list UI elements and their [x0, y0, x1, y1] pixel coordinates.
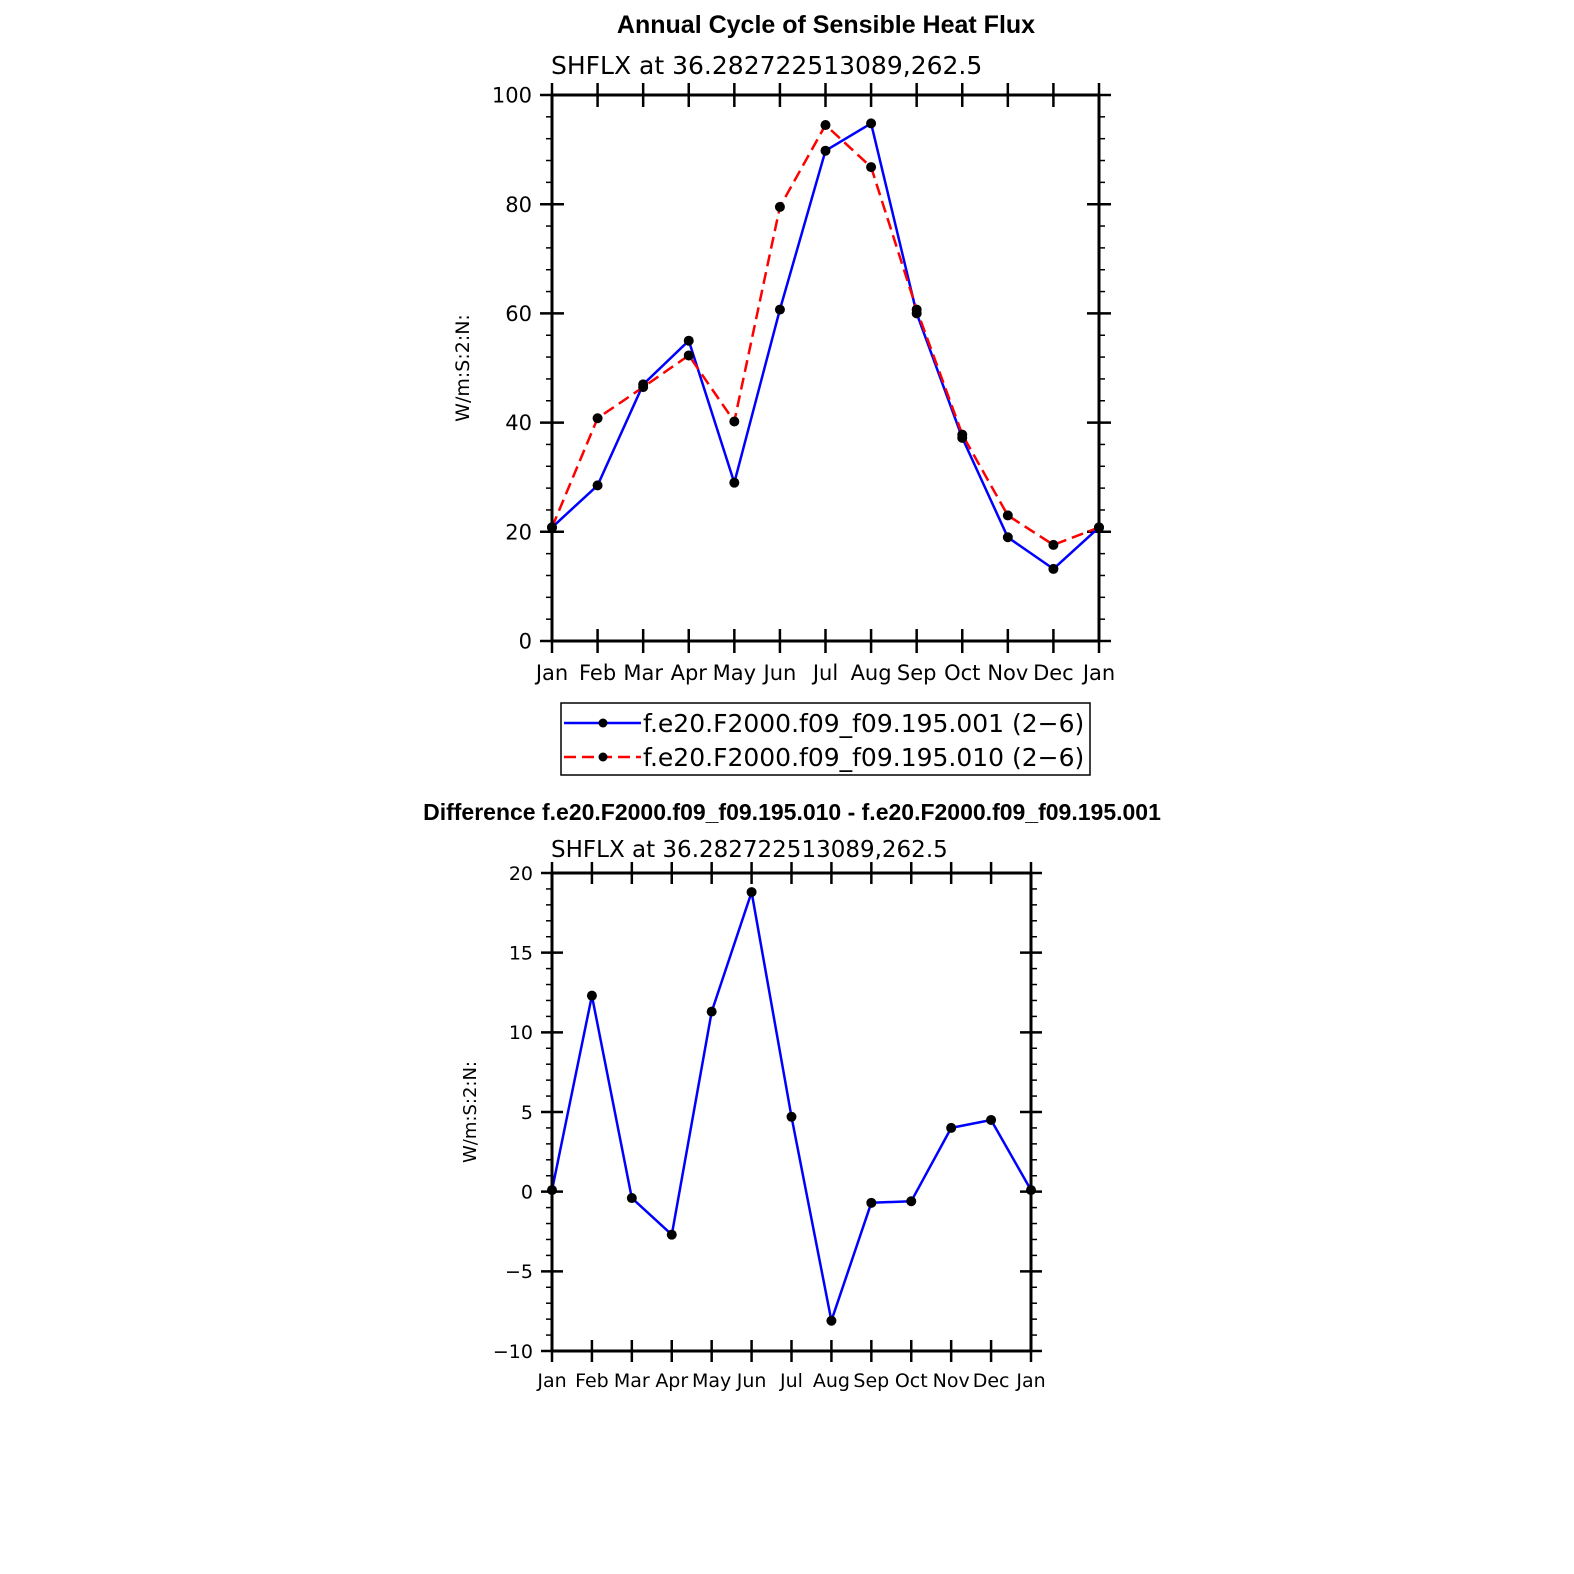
chart1-ytick-label: 60 — [505, 302, 532, 326]
chart2-xtick-label: Mar — [614, 1370, 650, 1392]
chart2-xtick-label: Dec — [973, 1370, 1010, 1392]
chart1-xtick-label: Nov — [987, 661, 1028, 685]
chart1-series-line-1 — [551, 122, 1100, 571]
chart2-ytick-label: 10 — [509, 1022, 533, 1044]
chart1-series-1-point — [820, 145, 831, 156]
chart1-series-2-point — [729, 416, 740, 427]
chart2-xtick-label: Oct — [895, 1370, 928, 1392]
chart2-xtick-label: Nov — [933, 1370, 970, 1392]
chart1-series-1-point — [866, 118, 877, 129]
chart1-xtick-label: Dec — [1033, 661, 1074, 685]
chart1-ytick-label: 20 — [505, 520, 532, 544]
chart1-xtick-label: Aug — [851, 661, 892, 685]
chart2-xtick-label: Sep — [853, 1370, 889, 1392]
chart2-ytick-label: −5 — [505, 1261, 533, 1283]
chart1-series-1-point — [1048, 563, 1059, 574]
chart1-subtitle: SHFLX at 36.282722513089,262.5 — [551, 51, 982, 80]
chart2-xtick-label: Jun — [736, 1370, 767, 1392]
chart2-xtick-label: Feb — [575, 1370, 609, 1392]
chart1-series-1-point — [592, 480, 603, 491]
chart2-series-1-point — [786, 1111, 797, 1122]
chart1-series-2-point — [1002, 510, 1013, 521]
chart-annual-cycle: Annual Cycle of Sensible Heat Flux SHFLX… — [452, 11, 1115, 776]
legend-label-series-2: f.e20.F2000.f09_f09.195.010 (2−6) — [643, 743, 1084, 772]
chart2-series-1-point — [906, 1196, 917, 1207]
chart1-series-2-point — [820, 120, 831, 131]
chart2-series-1-point — [946, 1122, 957, 1133]
chart1-series-2-point — [957, 429, 968, 440]
chart2-series-1-point — [666, 1229, 677, 1240]
chart1-title: Annual Cycle of Sensible Heat Flux — [617, 11, 1035, 39]
chart1-series-2-point — [638, 382, 649, 393]
chart2-series-1-point — [706, 1006, 717, 1017]
chart2-plot-frame — [550, 871, 1033, 1353]
legend-marker-series-1 — [598, 718, 608, 728]
chart2-ytick-label: 15 — [509, 943, 533, 965]
legend-box — [560, 702, 1091, 776]
chart2-series-line-1 — [550, 890, 1033, 1322]
chart1-xtick-label: Jul — [811, 661, 838, 685]
chart2-subtitle: SHFLX at 36.282722513089,262.5 — [551, 837, 948, 863]
legend-label-series-1: f.e20.F2000.f09_f09.195.001 (2−6) — [643, 709, 1084, 738]
chart1-series-1-point — [1002, 532, 1013, 543]
chart2-series-1-point — [986, 1114, 997, 1125]
chart1-plot-frame — [550, 93, 1101, 643]
chart1-series-2-point — [1048, 539, 1059, 550]
chart2-xtick-label: May — [692, 1370, 731, 1392]
chart1-series-1-point — [729, 477, 740, 488]
chart1-xtick-label: Jan — [1081, 661, 1115, 685]
chart1-legend: f.e20.F2000.f09_f09.195.001 (2−6) f.e20.… — [560, 702, 1091, 776]
chart2-xtick-label: Apr — [655, 1370, 688, 1392]
legend-marker-series-2 — [598, 752, 608, 762]
chart2-xtick-label: Jan — [536, 1370, 566, 1392]
chart2-ytick-label: 5 — [521, 1102, 533, 1124]
chart1-series-2-point — [774, 201, 785, 212]
chart1-ytick-label: 40 — [505, 411, 532, 435]
chart1-series-1-point — [683, 335, 694, 346]
chart2-series-1-point — [626, 1193, 637, 1204]
chart1-series-line-2 — [550, 123, 1100, 547]
chart1-series-2-point — [592, 413, 603, 424]
chart2-series-1-point — [866, 1197, 877, 1208]
chart1-xtick-label: Feb — [579, 661, 616, 685]
chart2-series-1-point — [746, 887, 757, 898]
chart2-ytick-label: 20 — [509, 863, 533, 885]
chart1-ytick-label: 0 — [519, 630, 532, 654]
chart1-ylabel: W/m:S:2:N: — [452, 314, 474, 422]
chart1-xtick-label: Jan — [534, 661, 568, 685]
chart1-xtick-label: Sep — [897, 661, 937, 685]
chart2-ytick-label: −10 — [493, 1341, 533, 1363]
chart2-ylabel: W/m:S:2:N: — [460, 1061, 481, 1163]
chart2-xtick-label: Jan — [1015, 1370, 1045, 1392]
chart1-xtick-label: Oct — [944, 661, 980, 685]
chart1-series-2-point — [866, 162, 877, 173]
chart-difference: Difference f.e20.F2000.f09_f09.195.010 -… — [423, 799, 1161, 1392]
chart1-xtick-label: Apr — [671, 661, 708, 685]
chart1-ytick-label: 100 — [492, 84, 532, 108]
chart1-xtick-label: Mar — [623, 661, 663, 685]
chart1-series-1-point — [774, 304, 785, 315]
chart1-ytick-label: 80 — [505, 193, 532, 217]
chart2-series-1-point — [826, 1315, 837, 1326]
chart2-xtick-label: Aug — [813, 1370, 850, 1392]
chart2-title: Difference f.e20.F2000.f09_f09.195.010 -… — [423, 799, 1161, 825]
chart1-series-2-point — [683, 350, 694, 361]
chart1-xtick-label: Jun — [762, 661, 797, 685]
chart1-series-2-point — [911, 304, 922, 315]
chart2-xtick-label: Jul — [779, 1370, 803, 1392]
chart1-xtick-label: May — [713, 661, 756, 685]
chart2-series-1-point — [586, 990, 597, 1001]
chart2-ytick-label: 0 — [521, 1182, 533, 1204]
